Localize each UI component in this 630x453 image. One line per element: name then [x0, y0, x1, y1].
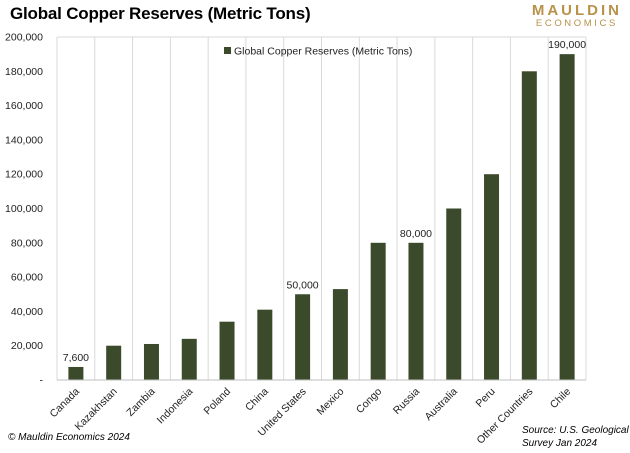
bar-indonesia [181, 338, 197, 380]
bar-canada [68, 366, 84, 380]
y-tick-label: 100,000 [5, 203, 43, 215]
x-tick-label: Russia [391, 386, 422, 417]
y-axis: - 20,000 40,000 60,000 80,000 100,000 120,000 1… [5, 32, 43, 387]
source-line-2: Survey Jan 2024 [522, 438, 598, 449]
x-tick-label: Indonesia [155, 386, 196, 427]
data-label: 80,000 [400, 228, 432, 240]
x-tick-label: Poland [202, 386, 234, 418]
bars [68, 54, 575, 381]
bar-poland [219, 321, 235, 380]
chart-title: Global Copper Reserves (Metric Tons) [10, 4, 311, 23]
data-label: 190,000 [548, 39, 586, 51]
bar-australia [446, 208, 462, 380]
bar-china [257, 309, 273, 380]
data-label: 50,000 [287, 279, 319, 291]
data-label: 7,600 [63, 352, 89, 364]
y-tick-label: 140,000 [5, 134, 43, 146]
mauldin-economics-logo: MAULDIN ECONOMICS [532, 3, 622, 29]
legend-label: Global Copper Reserves (Metric Tons) [234, 46, 412, 58]
y-tick-label: 120,000 [5, 169, 43, 181]
x-tick-label: Congo [354, 386, 384, 416]
y-tick-label: 180,000 [5, 66, 43, 78]
y-tick-label: 40,000 [11, 306, 43, 318]
y-tick-label: 20,000 [11, 340, 43, 352]
bar-congo [370, 242, 386, 380]
bar-zambia [143, 343, 159, 380]
x-tick-label: Zambia [124, 386, 157, 419]
bar-other-countries [521, 71, 537, 381]
bar-chile [559, 54, 575, 381]
y-tick-label: - [40, 375, 44, 387]
x-tick-label: China [243, 386, 271, 414]
y-tick-label: 200,000 [5, 32, 43, 44]
bar-russia [408, 242, 424, 380]
legend: Global Copper Reserves (Metric Tons) [224, 46, 412, 58]
y-tick-label: 160,000 [5, 100, 43, 112]
y-tick-label: 60,000 [11, 272, 43, 284]
x-tick-label: Australia [422, 386, 459, 423]
bar-united-states [295, 294, 311, 380]
logo-line-2: ECONOMICS [535, 18, 618, 29]
bar-kazakhstan [106, 345, 122, 380]
bar-peru [484, 174, 500, 380]
source-note: Source: U.S. Geological Survey Jan 2024 [522, 424, 629, 450]
x-tick-label: Chile [548, 386, 574, 412]
bar-mexico [332, 289, 348, 380]
logo-line-1: MAULDIN [531, 2, 622, 19]
y-tick-label: 80,000 [11, 237, 43, 249]
legend-swatch [224, 47, 231, 54]
data-labels: 7,600 50,000 80,000 190,000 [63, 39, 586, 364]
gridlines [56, 36, 587, 380]
x-tick-label: Canada [48, 386, 83, 421]
source-line-1: Source: U.S. Geological [522, 425, 629, 436]
x-tick-label: Mexico [315, 386, 347, 418]
copyright-note: © Mauldin Economics 2024 [8, 432, 130, 443]
x-tick-label: Peru [473, 386, 497, 410]
